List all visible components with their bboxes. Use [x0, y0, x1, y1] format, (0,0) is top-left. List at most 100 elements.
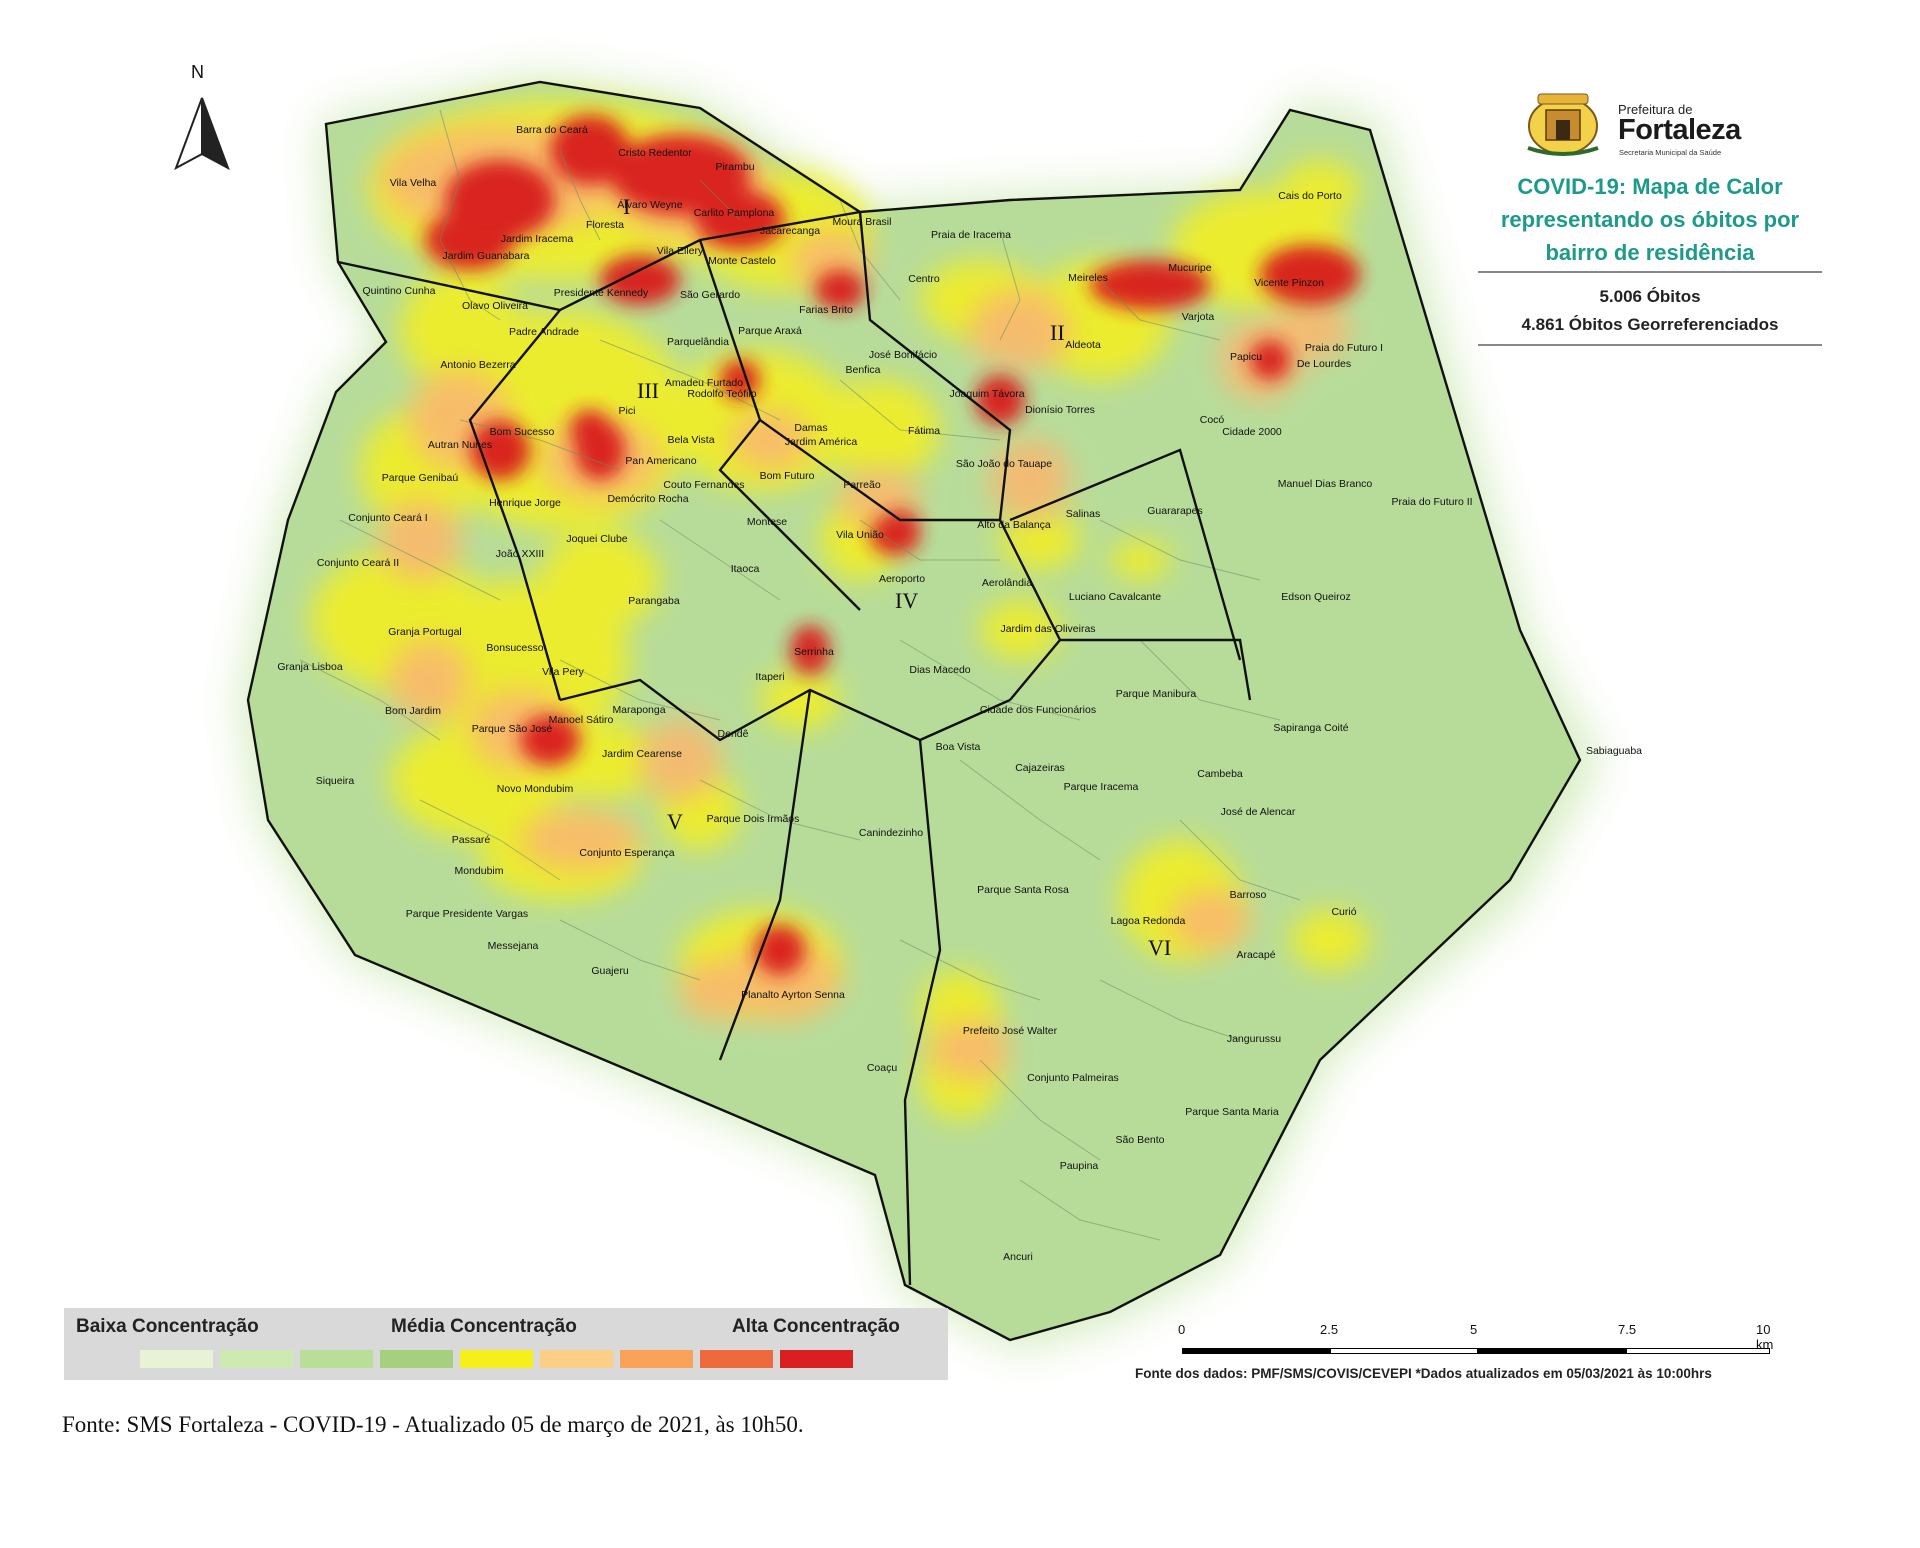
neighborhood-label: Presidente Kennedy [554, 287, 649, 299]
neighborhood-label: São Gerardo [680, 289, 740, 301]
neighborhood-label: João XXIII [496, 548, 544, 560]
neighborhood-label: Novo Mondubim [497, 783, 574, 795]
neighborhood-label: Cambeba [1197, 768, 1243, 780]
neighborhood-label: Parreão [843, 479, 881, 491]
neighborhood-label: Parque Iracema [1064, 781, 1139, 793]
neighborhood-label: Jardim das Oliveiras [1000, 623, 1095, 635]
map-title: COVID-19: Mapa de Calor representando os… [1470, 170, 1830, 269]
title-line-3: bairro de residência [1545, 240, 1755, 265]
neighborhood-label: Bonsucesso [486, 642, 543, 654]
neighborhood-label: Paupina [1060, 1160, 1099, 1172]
neighborhood-label: Carlito Pamplona [694, 207, 775, 219]
region-label: IV [895, 588, 918, 613]
heat-blob [390, 640, 470, 720]
neighborhood-label: Quintino Cunha [363, 285, 436, 297]
heat-blob [1270, 300, 1350, 360]
heat-blob [600, 255, 680, 305]
region-label: I [623, 194, 630, 219]
neighborhood-label: Olavo Oliveira [462, 300, 528, 312]
neighborhood-label: Varjota [1182, 311, 1215, 323]
neighborhood-label: De Lourdes [1297, 358, 1351, 370]
heat-blob [1090, 260, 1210, 310]
heat-blob [990, 440, 1070, 520]
neighborhood-label: Luciano Cavalcante [1069, 591, 1161, 603]
heat-blob [1260, 245, 1360, 305]
neighborhood-label: Vila Ellery [657, 245, 704, 257]
neighborhood-label: Pan Americano [625, 455, 696, 467]
neighborhood-label: Parque Genibaú [382, 472, 459, 484]
neighborhood-label: Itaoca [731, 563, 760, 575]
neighborhood-label: Parque Araxá [738, 325, 802, 337]
heat-blob [1110, 540, 1170, 580]
neighborhood-label: Amadeu Furtado [665, 377, 743, 389]
neighborhood-label: Guararapes [1147, 505, 1202, 517]
heat-blob [880, 510, 920, 550]
heat-blob [540, 530, 660, 630]
neighborhood-label: Montese [747, 516, 787, 528]
footer-source: Fonte: SMS Fortaleza - COVID-19 - Atuali… [62, 1412, 804, 1437]
neighborhood-label: Parque São José [472, 723, 553, 735]
neighborhood-label: Mondubim [454, 865, 503, 877]
logo-secretaria: Secretaria Municipal da Saúde [1619, 148, 1722, 157]
neighborhood-label: Conjunto Ceará II [317, 557, 399, 569]
north-arrow: N [165, 62, 237, 172]
title-panel: Prefeitura de Fortaleza Secretaria Munic… [1470, 88, 1830, 348]
region-label: II [1050, 320, 1065, 345]
neighborhood-label: Jardim Guanabara [443, 250, 530, 262]
heat-blob [550, 115, 630, 185]
heat-blob [570, 410, 610, 450]
neighborhood-label: Rodolfo Teófilo [687, 388, 756, 400]
neighborhood-label: Demócrito Rocha [607, 493, 688, 505]
neighborhood-label: Bela Vista [667, 434, 714, 446]
heat-blob [380, 500, 460, 580]
heat-blob [980, 600, 1060, 660]
prefeitura-logo: Prefeitura de Fortaleza Secretaria Munic… [1518, 88, 1798, 158]
neighborhood-label: Fátima [908, 425, 940, 437]
neighborhood-label: Parque Presidente Vargas [406, 908, 528, 920]
legend-swatch [300, 1350, 373, 1368]
heat-blob [755, 925, 805, 975]
neighborhood-label: Guajeru [591, 965, 629, 977]
heat-blob [520, 810, 640, 870]
neighborhood-label: Benfica [845, 364, 880, 376]
neighborhood-label: Jacarecanga [760, 225, 820, 237]
heat-blob [790, 625, 830, 675]
neighborhood-label: Aldeota [1065, 339, 1101, 351]
region-label: VI [1148, 935, 1171, 960]
neighborhood-label: Vila Pery [542, 666, 585, 678]
neighborhood-label: Cajazeiras [1015, 762, 1065, 774]
neighborhood-label: Vila Velha [390, 177, 437, 189]
scale-tick: 2.5 [1320, 1322, 1339, 1337]
neighborhood-label: Álvaro Weyne [617, 198, 682, 211]
divider [1478, 344, 1822, 346]
neighborhood-label: Cristo Redentor [618, 147, 692, 159]
neighborhood-label: Vicente Pinzon [1254, 277, 1324, 289]
neighborhood-label: Granja Portugal [388, 626, 462, 638]
neighborhood-label: Praia do Futuro I [1305, 342, 1383, 354]
legend-high: Alta Concentração [732, 1316, 900, 1337]
neighborhood-label: Prefeito José Walter [963, 1025, 1058, 1037]
neighborhood-label: Conjunto Esperança [579, 847, 674, 859]
legend-swatch [620, 1350, 693, 1368]
region-label: III [637, 378, 659, 403]
neighborhood-label: Damas [794, 422, 827, 434]
scale-bar: 0 2.5 5 7.5 10 km [1178, 1322, 1773, 1372]
heat-blob [815, 270, 865, 310]
neighborhood-label: Cais do Porto [1278, 190, 1342, 202]
legend-mid: Média Concentração [391, 1316, 577, 1337]
neighborhood-label: Bom Sucesso [490, 426, 555, 438]
neighborhood-label: Cidade dos Funcionários [980, 704, 1096, 716]
neighborhood-label: Aeroporto [879, 573, 925, 585]
region-label: V [667, 809, 683, 834]
neighborhood-label: Moura Brasil [833, 216, 892, 228]
heat-blob [760, 670, 840, 730]
neighborhood-label: Maraponga [612, 704, 665, 716]
neighborhood-label: Aerolândia [982, 577, 1032, 589]
neighborhood-label: Canindezinho [859, 827, 923, 839]
neighborhood-label: Pirambu [715, 161, 754, 173]
neighborhood-label: Pici [619, 405, 636, 417]
scale-tick: 0 [1178, 1322, 1186, 1337]
neighborhood-label: Conjunto Ceará I [348, 512, 427, 524]
neighborhood-label: Jangurussu [1227, 1033, 1281, 1045]
divider [1478, 271, 1822, 273]
